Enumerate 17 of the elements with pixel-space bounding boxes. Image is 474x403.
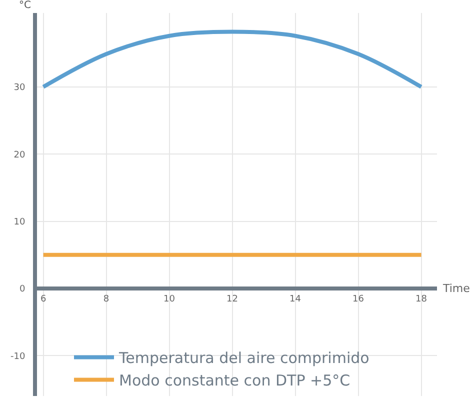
x-tick-label: 6 — [40, 294, 46, 304]
x-tick-label: 18 — [416, 294, 428, 304]
y-axis-title: °C — [19, 0, 31, 11]
x-tick-label: 8 — [103, 294, 110, 304]
legend-label: Modo constante con DTP +5°C — [119, 372, 350, 390]
x-tick-label: 12 — [226, 294, 238, 304]
y-tick-label: 20 — [14, 150, 26, 160]
y-tick-label: 10 — [14, 217, 26, 228]
y-tick-label: -10 — [10, 352, 26, 362]
x-tick-label: 16 — [352, 294, 364, 304]
x-tick-label: 14 — [290, 294, 302, 304]
x-tick-label: 10 — [164, 294, 176, 304]
x-axis-title: Time — [442, 282, 470, 295]
legend-label: Temperatura del aire comprimido — [118, 349, 370, 368]
line-series — [41, 30, 424, 89]
y-tick-label: 30 — [14, 83, 26, 94]
y-tick-label: 0 — [19, 284, 26, 295]
